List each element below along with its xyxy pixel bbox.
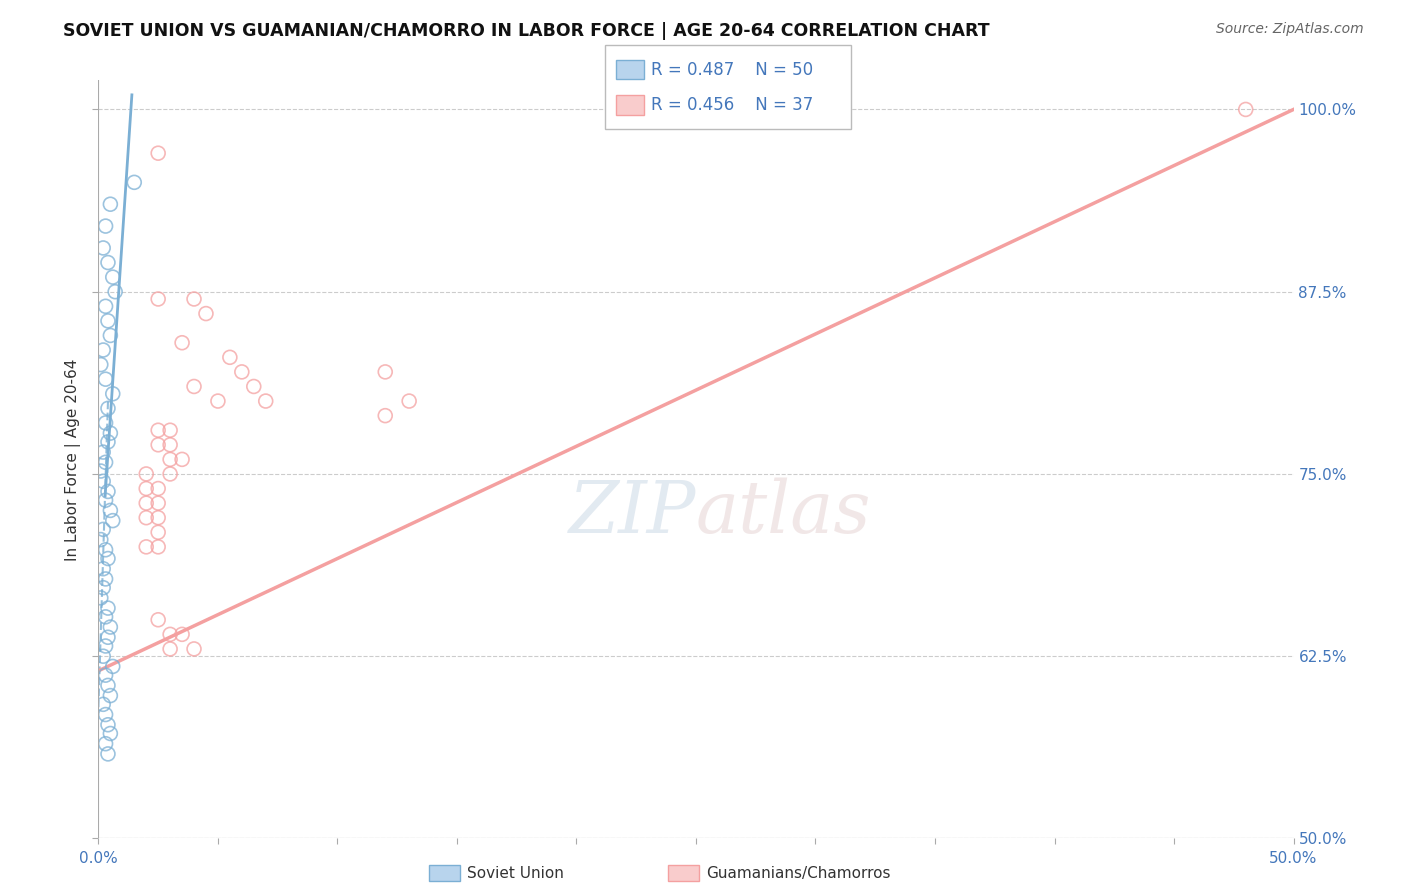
Point [94,372,117,386]
Point [97,630,120,644]
Point [398,394,420,409]
Text: SOVIET UNION VS GUAMANIAN/CHAMORRO IN LABOR FORCE | AGE 20-64 CORRELATION CHART: SOVIET UNION VS GUAMANIAN/CHAMORRO IN LA… [63,22,990,40]
Point [98,426,122,441]
Point [97,255,120,269]
Point [98,197,122,211]
Point [94,493,117,508]
Point [159,423,181,437]
Point [207,394,229,409]
Point [135,496,157,510]
Point [254,394,277,409]
Point [148,423,170,437]
Text: R = 0.456    N = 37: R = 0.456 N = 37 [651,96,813,114]
Point [1234,103,1257,117]
Point [231,365,253,379]
Point [159,467,181,481]
Point [91,649,114,664]
Point [135,540,157,554]
Point [91,445,114,459]
Point [94,639,117,653]
Point [148,146,170,161]
Point [219,351,242,365]
Point [183,642,205,657]
Point [91,241,114,255]
Point [94,610,117,624]
Text: Source: ZipAtlas.com: Source: ZipAtlas.com [1216,22,1364,37]
Point [195,307,218,321]
Point [135,482,157,496]
Point [148,510,170,524]
Point [172,335,194,350]
Point [94,455,117,469]
Point [91,698,114,712]
Text: Guamanians/Chamorros: Guamanians/Chamorros [706,866,890,880]
Y-axis label: In Labor Force | Age 20-64: In Labor Force | Age 20-64 [65,359,82,560]
Point [135,467,157,481]
Point [97,747,120,761]
Point [148,438,170,452]
Point [97,434,120,449]
Point [148,540,170,554]
Point [97,401,120,416]
Point [91,562,114,576]
Text: R = 0.487    N = 50: R = 0.487 N = 50 [651,61,813,78]
Point [159,627,181,641]
Point [97,601,120,615]
Point [101,270,124,285]
Point [94,737,117,751]
Point [97,484,120,499]
Point [172,452,194,467]
Point [90,533,112,547]
Point [97,551,120,566]
Text: atlas: atlas [696,477,872,548]
Point [94,299,117,313]
Point [98,689,122,703]
Point [98,620,122,634]
Point [94,542,117,557]
Point [94,707,117,722]
Point [94,668,117,682]
Point [101,514,124,528]
Point [159,438,181,452]
Point [97,678,120,692]
Point [243,379,266,393]
Point [91,475,114,489]
Point [101,386,124,401]
Point [94,572,117,586]
Point [101,659,124,673]
Point [159,452,181,467]
Point [98,726,122,740]
Point [374,409,396,423]
Point [135,510,157,524]
Point [91,522,114,536]
Point [148,496,170,510]
Point [104,285,127,299]
Text: Soviet Union: Soviet Union [467,866,564,880]
Point [124,175,146,189]
Point [183,379,205,393]
Point [374,365,396,379]
Point [94,416,117,430]
Point [148,292,170,306]
Point [159,642,181,657]
Point [148,613,170,627]
Point [97,718,120,732]
Point [98,328,122,343]
Point [90,358,112,372]
Point [91,581,114,595]
Point [97,314,120,328]
Text: ZIP: ZIP [568,477,696,548]
Point [148,525,170,540]
Point [90,591,112,605]
Point [172,627,194,641]
Point [94,219,117,233]
Point [91,343,114,357]
Point [148,482,170,496]
Point [183,292,205,306]
Point [90,464,112,478]
Point [98,503,122,517]
